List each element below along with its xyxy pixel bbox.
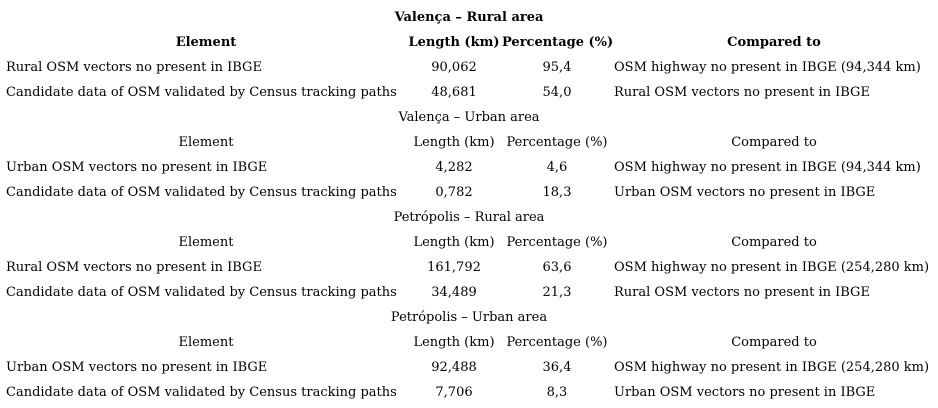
header-element: Element	[178, 135, 234, 150]
cell-percentage: 54,0	[542, 85, 572, 100]
header-element: Element	[175, 35, 237, 50]
cell-compared: OSM highway no present in IBGE (94,344 k…	[614, 160, 921, 175]
header-length: Length (km)	[413, 335, 495, 350]
header-row: Element Length (km) Percentage (%) Compa…	[0, 330, 938, 355]
table-row: Rural OSM vectors no present in IBGE 161…	[0, 255, 938, 280]
cell-element: Urban OSM vectors no present in IBGE	[6, 160, 268, 175]
cell-length: 92,488	[431, 360, 477, 375]
cell-length: 48,681	[431, 85, 477, 100]
table-row: Candidate data of OSM validated by Censu…	[0, 80, 938, 105]
cell-length: 0,782	[435, 185, 473, 200]
header-element: Element	[178, 235, 234, 250]
cell-percentage: 8,3	[546, 385, 568, 400]
cell-element: Candidate data of OSM validated by Censu…	[6, 185, 397, 200]
cell-length: 7,706	[435, 385, 473, 400]
cell-element: Rural OSM vectors no present in IBGE	[6, 260, 262, 275]
section-title: Petrópolis – Urban area	[390, 310, 548, 325]
cell-percentage: 21,3	[542, 285, 572, 300]
cell-element: Candidate data of OSM validated by Censu…	[6, 285, 397, 300]
header-length: Length (km)	[413, 135, 495, 150]
cell-percentage: 63,6	[542, 260, 572, 275]
cell-percentage: 36,4	[542, 360, 572, 375]
cell-percentage: 18,3	[542, 185, 572, 200]
cell-compared: OSM highway no present in IBGE (254,280 …	[614, 260, 930, 275]
header-length: Length (km)	[413, 235, 495, 250]
section-title-row: Petrópolis – Urban area	[0, 305, 938, 330]
cell-length: 4,282	[435, 160, 473, 175]
section-title: Valença – Urban area	[398, 110, 540, 125]
section-title-row: Petrópolis – Rural area	[0, 205, 938, 230]
section-title-row: Valença – Urban area	[0, 105, 938, 130]
section-title-row: Valença – Rural area	[0, 5, 938, 30]
cell-length: 34,489	[431, 285, 477, 300]
header-row: Element Length (km) Percentage (%) Compa…	[0, 30, 938, 55]
header-compared: Compared to	[731, 235, 817, 250]
table-row: Candidate data of OSM validated by Censu…	[0, 280, 938, 305]
cell-percentage: 95,4	[542, 60, 572, 75]
header-compared: Compared to	[731, 335, 817, 350]
header-percentage: Percentage (%)	[506, 135, 608, 150]
header-row: Element Length (km) Percentage (%) Compa…	[0, 130, 938, 155]
table-row: Urban OSM vectors no present in IBGE 92,…	[0, 355, 938, 380]
table-row: Urban OSM vectors no present in IBGE 4,2…	[0, 155, 938, 180]
cell-length: 90,062	[431, 60, 477, 75]
cell-element: Rural OSM vectors no present in IBGE	[6, 60, 262, 75]
cell-compared: Urban OSM vectors no present in IBGE	[614, 185, 876, 200]
table-row: Rural OSM vectors no present in IBGE 90,…	[0, 55, 938, 80]
header-compared: Compared to	[731, 135, 817, 150]
header-percentage: Percentage (%)	[506, 335, 608, 350]
header-length: Length (km)	[408, 35, 500, 50]
cell-compared: OSM highway no present in IBGE (254,280 …	[614, 360, 930, 375]
header-percentage: Percentage (%)	[506, 235, 608, 250]
cell-element: Candidate data of OSM validated by Censu…	[6, 85, 397, 100]
cell-compared: OSM highway no present in IBGE (94,344 k…	[614, 60, 921, 75]
table-row: Candidate data of OSM validated by Censu…	[0, 380, 938, 405]
cell-element: Candidate data of OSM validated by Censu…	[6, 385, 397, 400]
table-row: Candidate data of OSM validated by Censu…	[0, 180, 938, 205]
header-compared: Compared to	[727, 35, 821, 50]
section-title: Petrópolis – Rural area	[393, 210, 545, 225]
cell-compared: Rural OSM vectors no present in IBGE	[614, 285, 870, 300]
cell-compared: Urban OSM vectors no present in IBGE	[614, 385, 876, 400]
header-percentage: Percentage (%)	[502, 35, 614, 50]
cell-compared: Rural OSM vectors no present in IBGE	[614, 85, 870, 100]
cell-element: Urban OSM vectors no present in IBGE	[6, 360, 268, 375]
header-element: Element	[178, 335, 234, 350]
cell-length: 161,792	[427, 260, 481, 275]
header-row: Element Length (km) Percentage (%) Compa…	[0, 230, 938, 255]
section-title: Valença – Rural area	[394, 10, 544, 25]
cell-percentage: 4,6	[546, 160, 568, 175]
